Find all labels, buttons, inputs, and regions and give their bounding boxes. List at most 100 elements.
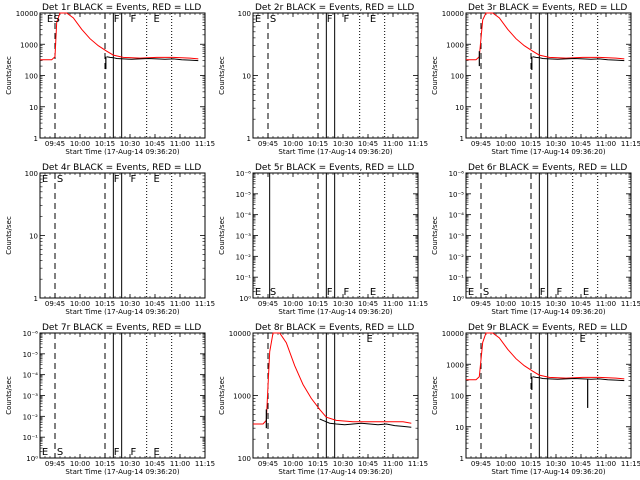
lld-series-line [253,332,412,425]
event-marker-label: S [483,287,489,298]
plot-frame [465,12,632,139]
x-tick-label: 10:00 [70,460,90,468]
x-tick-label: 11:15 [621,300,640,308]
x-tick-label: 09:45 [471,300,491,308]
plot-frame [252,332,419,459]
y-tick-label: 10 [29,233,38,241]
event-marker-label: E [367,334,373,345]
y-tick-label: 10 [455,424,464,432]
x-tick-label: 10:30 [546,140,566,148]
x-tick-label: 11:15 [408,460,428,468]
y-tick-label: 10⁻⁶ [236,170,252,178]
y-tick-label: 10⁻² [236,253,252,261]
y-tick-label: 100 [25,73,38,81]
y-tick-label: 10⁻³ [236,233,252,241]
x-tick-label: 10:00 [283,140,303,148]
plot-frame [39,172,206,299]
y-tick-label: 10⁰ [26,455,38,463]
y-axis-label: Counts/sec [5,216,13,255]
y-tick-label: 10⁻¹ [449,274,465,282]
x-tick-label: 09:45 [258,460,278,468]
x-axis-label: Start Time (17-Aug-14 09:36:20) [278,308,392,316]
y-axis-label: Counts/sec [5,56,13,95]
y-axis-label: Counts/sec [218,56,226,95]
x-tick-label: 10:15 [95,140,115,148]
y-tick-label: 1000 [233,393,251,401]
event-marker-label: F [556,287,562,298]
y-tick-label: 10 [242,73,251,81]
x-tick-label: 10:45 [358,460,378,468]
event-marker-label: E [42,447,48,458]
plot-frame [252,12,419,139]
chart-title: Det 3r BLACK = Events, RED = LLD [468,3,627,13]
y-tick-label: 10⁻⁵ [449,191,465,199]
x-tick-label: 10:30 [120,140,140,148]
lld-series-line [466,12,625,61]
x-tick-label: 10:45 [358,300,378,308]
event-marker-label: F [343,287,349,298]
y-tick-label: 100 [451,73,464,81]
y-tick-label: 10⁻² [23,413,39,421]
event-marker-label: E [580,334,586,345]
x-tick-label: 09:45 [471,140,491,148]
y-axis-label: Counts/sec [431,376,439,415]
y-axis-label: Counts/sec [431,56,439,95]
y-tick-label: 10000 [16,10,38,18]
x-tick-label: 10:30 [120,460,140,468]
chart-panel-4: Det 4r BLACK = Events, RED = LLD 1 10 100 09… [5,163,215,316]
y-axis-label: Counts/sec [218,376,226,415]
chart-panel-7: Det 7r BLACK = Events, RED = LLD 10⁰ 10⁻¹ 1… [5,323,215,476]
x-tick-label: 11:00 [596,140,616,148]
y-tick-label: 10 [455,104,464,112]
y-tick-label: 10⁻⁴ [236,212,252,220]
chart-panel-2: Det 2r BLACK = Events, RED = LLD 1 10 100 09… [218,3,428,156]
x-tick-label: 10:30 [333,460,353,468]
y-tick-label: 10⁻³ [449,233,465,241]
x-axis-label: Start Time (17-Aug-14 09:36:20) [491,308,605,316]
y-tick-label: 10⁻⁵ [236,191,252,199]
y-tick-label: 1000 [446,361,464,369]
event-marker-label: F [540,287,546,298]
x-tick-label: 10:30 [546,300,566,308]
y-tick-label: 10⁻⁴ [23,372,39,380]
y-tick-label: 1 [460,135,464,143]
plot-frame [465,332,632,459]
plot-frame [39,332,206,459]
x-tick-label: 10:00 [283,460,303,468]
event-marker-label: F [343,14,349,25]
y-axis-label: Counts/sec [218,216,226,255]
chart-title: Det 2r BLACK = Events, RED = LLD [255,3,414,13]
chart-panel-5: Det 5r BLACK = Events, RED = LLD 10⁰ 10⁻¹ 1… [218,163,428,316]
chart-title: Det 9r BLACK = Events, RED = LLD [468,323,627,333]
chart-panel-1: Det 1r BLACK = Events, RED = LLD 1 10 100 10… [5,3,215,156]
x-axis-label: Start Time (17-Aug-14 09:36:20) [491,148,605,156]
y-tick-label: 10⁻³ [23,393,39,401]
x-tick-label: 09:45 [45,460,65,468]
chart-panel-3: Det 3r BLACK = Events, RED = LLD 1 10 100 10… [431,3,640,156]
event-marker-label: E [255,287,261,298]
chart-panel-8: Det 8r BLACK = Events, RED = LLD 100 1000 1… [218,323,428,476]
event-marker-label: S [270,14,276,25]
x-tick-label: 10:15 [521,300,541,308]
y-tick-label: 1000 [446,41,464,49]
x-tick-label: 10:00 [496,300,516,308]
y-tick-label: 10⁻⁶ [449,170,465,178]
chart-title: Det 7r BLACK = Events, RED = LLD [42,323,201,333]
events-series-line [532,376,625,382]
x-tick-label: 10:15 [521,460,541,468]
x-tick-label: 10:00 [70,140,90,148]
y-tick-label: 10⁻¹ [236,274,252,282]
y-tick-label: 100 [451,393,464,401]
x-tick-label: 10:45 [571,300,591,308]
x-tick-label: 09:45 [258,140,278,148]
x-tick-label: 09:45 [258,300,278,308]
y-tick-label: 100 [238,10,251,18]
event-marker-label: F [130,14,136,25]
x-tick-label: 10:15 [95,300,115,308]
y-tick-label: 10⁻⁴ [449,212,465,220]
event-marker-label: E [154,447,160,458]
x-tick-label: 09:45 [45,300,65,308]
event-marker-label: F [327,287,333,298]
y-tick-label: 1 [34,135,38,143]
